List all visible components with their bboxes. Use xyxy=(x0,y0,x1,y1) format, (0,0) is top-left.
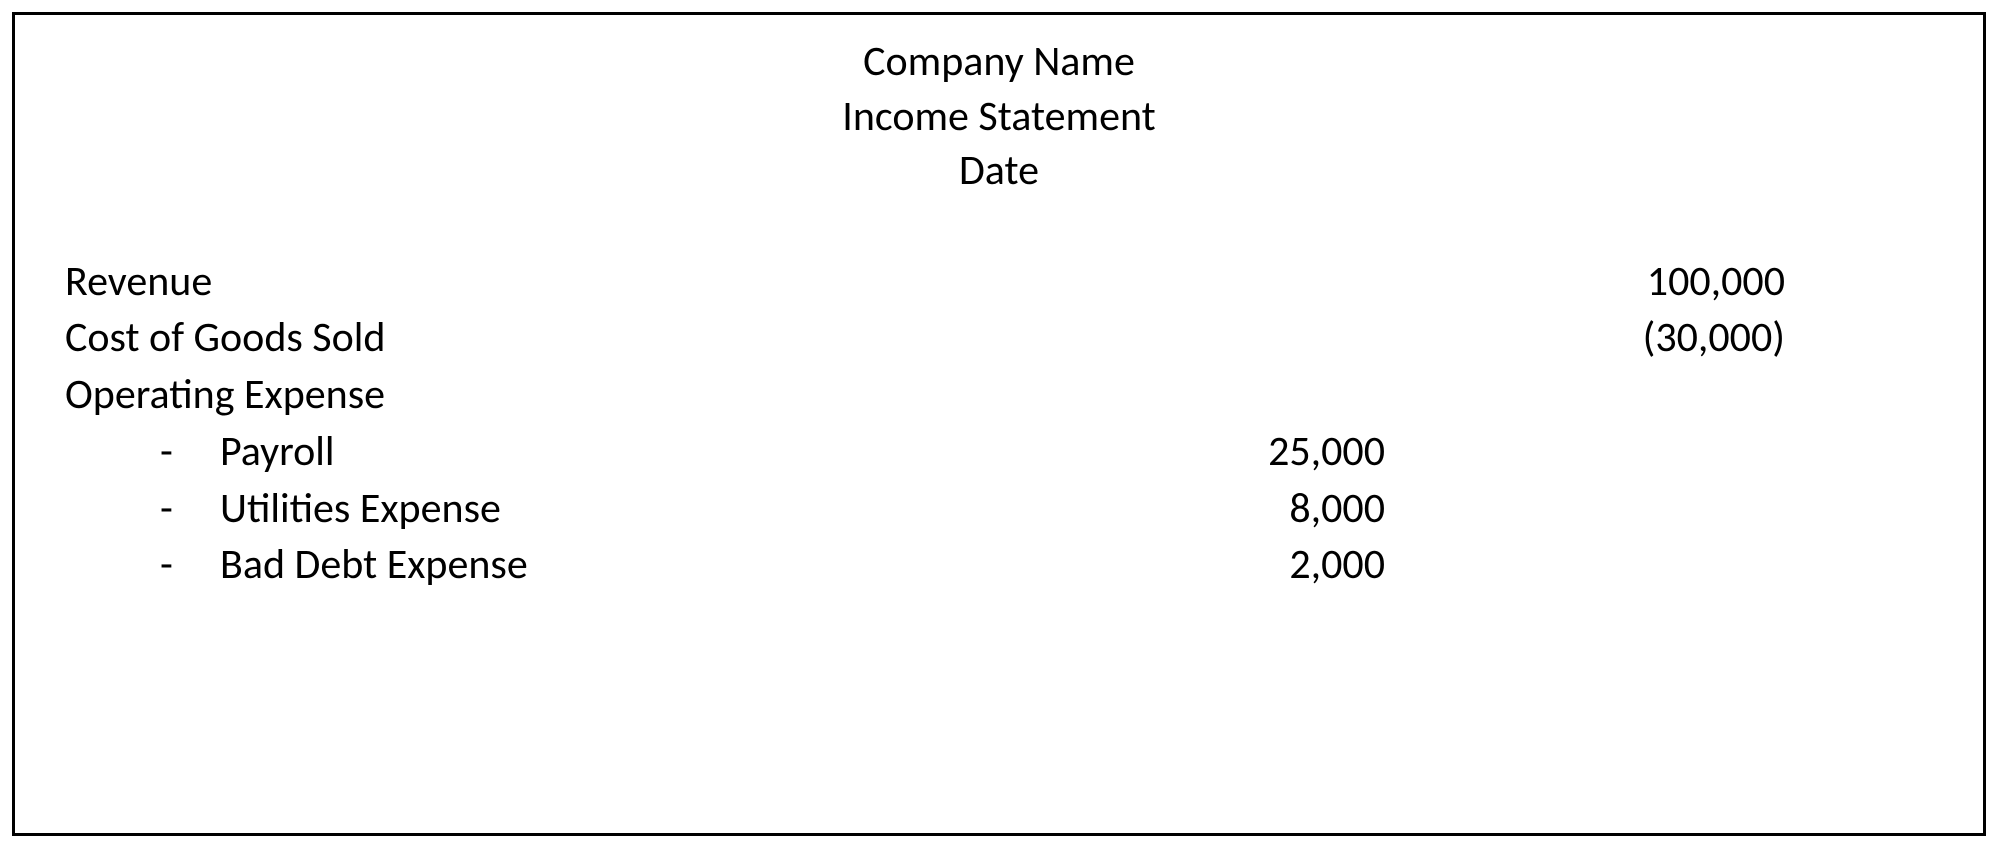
statement-header: Company Name Income Statement Date xyxy=(65,35,1933,199)
payroll-value: 25,000 xyxy=(985,424,1385,481)
statement-title: Income Statement xyxy=(65,90,1933,145)
statement-date: Date xyxy=(65,144,1933,199)
cogs-row: Cost of Goods Sold (30,000) xyxy=(65,310,1933,367)
payroll-label: Payroll xyxy=(220,424,985,481)
cogs-value: (30,000) xyxy=(1385,310,1785,367)
cogs-label: Cost of Goods Sold xyxy=(65,310,985,367)
bad-debt-value: 2,000 xyxy=(985,537,1385,594)
income-statement: Company Name Income Statement Date Reven… xyxy=(12,12,1986,836)
bad-debt-label: Bad Debt Expense xyxy=(220,537,985,594)
revenue-value: 100,000 xyxy=(1385,254,1785,311)
revenue-label: Revenue xyxy=(65,254,985,311)
revenue-row: Revenue 100,000 xyxy=(65,254,1933,311)
payroll-row: - Payroll 25,000 xyxy=(65,424,1933,481)
company-name: Company Name xyxy=(65,35,1933,90)
utilities-row: - Utilities Expense 8,000 xyxy=(65,481,1933,538)
opex-row: Operating Expense xyxy=(65,367,1933,424)
bad-debt-row: - Bad Debt Expense 2,000 xyxy=(65,537,1933,594)
statement-body: Revenue 100,000 Cost of Goods Sold (30,0… xyxy=(65,254,1933,594)
utilities-bullet: - xyxy=(160,481,220,538)
utilities-label: Utilities Expense xyxy=(220,481,985,538)
utilities-value: 8,000 xyxy=(985,481,1385,538)
opex-label: Operating Expense xyxy=(65,367,985,424)
payroll-bullet: - xyxy=(160,424,220,481)
bad-debt-bullet: - xyxy=(160,537,220,594)
